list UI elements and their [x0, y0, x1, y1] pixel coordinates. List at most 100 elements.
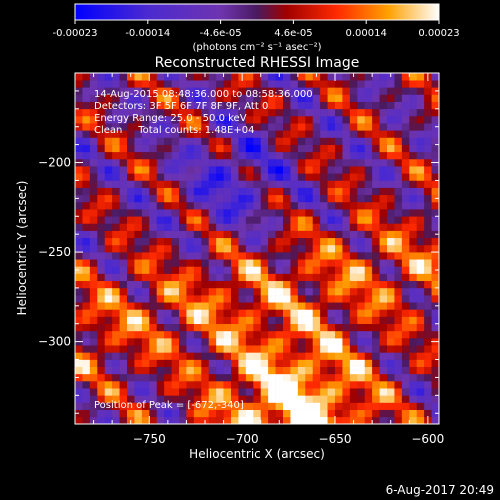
- heatmap-cell: [253, 123, 262, 131]
- heatmap-cell: [364, 115, 373, 124]
- heatmap-cell: [260, 144, 269, 153]
- heatmap-cell: [260, 373, 269, 382]
- heatmap-cell: [312, 295, 321, 303]
- heatmap-cell: [305, 130, 314, 138]
- heatmap-cell: [171, 223, 180, 231]
- heatmap-cell: [156, 402, 165, 410]
- heatmap-cell: [379, 373, 388, 382]
- heatmap-cell: [275, 201, 284, 210]
- heatmap-cell: [379, 73, 388, 81]
- heatmap-cell: [335, 237, 343, 246]
- heatmap-cell: [431, 187, 439, 196]
- heatmap-cell: [327, 209, 336, 217]
- heatmap-cell: [193, 144, 202, 153]
- heatmap-cell: [283, 87, 291, 95]
- heatmap-cell: [156, 115, 165, 124]
- heatmap-cell: [193, 287, 202, 296]
- heatmap-cell: [283, 194, 291, 203]
- heatmap-cell: [357, 94, 366, 102]
- heatmap-cell: [119, 409, 128, 418]
- heatmap-cell: [201, 359, 210, 367]
- heatmap-cell: [156, 144, 165, 153]
- heatmap-cell: [320, 230, 328, 239]
- heatmap-cell: [82, 323, 91, 332]
- heatmap-cell: [297, 316, 306, 325]
- heatmap-cell: [335, 108, 343, 117]
- heatmap-cell: [297, 180, 306, 188]
- heatmap-cell: [335, 381, 343, 389]
- heatmap-cell: [112, 108, 120, 117]
- heatmap-cell: [357, 338, 366, 346]
- heatmap-cell: [141, 409, 150, 418]
- heatmap-cell: [134, 101, 143, 110]
- heatmap-cell: [290, 323, 299, 332]
- heatmap-cell: [312, 87, 321, 95]
- heatmap-cell: [179, 366, 187, 375]
- heatmap-cell: [416, 395, 425, 403]
- heatmap-cell: [253, 366, 262, 375]
- heatmap-cell: [342, 223, 351, 231]
- heatmap-cell: [82, 123, 91, 131]
- heatmap-cell: [112, 359, 120, 367]
- heatmap-cell: [401, 201, 410, 210]
- heatmap-cell: [305, 316, 314, 325]
- heatmap-cell: [149, 180, 158, 188]
- heatmap-cell: [231, 409, 239, 418]
- heatmap-cell: [193, 130, 202, 138]
- heatmap-cell: [89, 259, 98, 267]
- heatmap-cell: [141, 158, 150, 167]
- heatmap-cell: [127, 338, 135, 346]
- heatmap-cell: [104, 108, 113, 117]
- heatmap-cell: [260, 108, 269, 117]
- heatmap-cell: [305, 323, 314, 332]
- heatmap-cell: [104, 323, 113, 332]
- heatmap-cell: [112, 266, 120, 274]
- heatmap-cell: [75, 223, 83, 231]
- heatmap-cell: [208, 137, 217, 145]
- colorbar-gradient: [74, 3, 440, 21]
- heatmap-cell: [327, 373, 336, 382]
- heatmap-cell: [394, 402, 403, 410]
- heatmap-cell: [75, 388, 83, 396]
- heatmap-cell: [186, 381, 195, 389]
- heatmap-cell: [260, 259, 269, 267]
- heatmap-cell: [416, 87, 425, 95]
- heatmap-cell: [409, 252, 418, 260]
- heatmap-cell: [119, 87, 128, 95]
- heatmap-cell: [134, 409, 143, 418]
- heatmap-cell: [431, 137, 439, 145]
- heatmap-cell: [193, 237, 202, 246]
- heatmap-cell: [231, 359, 239, 367]
- heatmap-cell: [149, 295, 158, 303]
- heatmap-cell: [82, 230, 91, 239]
- heatmap-cell: [394, 101, 403, 110]
- heatmap-cell: [401, 330, 410, 339]
- heatmap-cell: [156, 373, 165, 382]
- heatmap-cell: [171, 94, 180, 102]
- heatmap-cell: [171, 137, 180, 145]
- heatmap-cell: [372, 273, 380, 282]
- heatmap-cell: [156, 166, 165, 174]
- heatmap-cell: [253, 209, 262, 217]
- heatmap-cell: [342, 295, 351, 303]
- heatmap-cell: [127, 244, 135, 253]
- heatmap-cell: [216, 316, 224, 325]
- heatmap-cell: [431, 316, 439, 325]
- heatmap-cell: [186, 151, 195, 160]
- heatmap-cell: [171, 237, 180, 246]
- heatmap-cell: [431, 402, 439, 410]
- heatmap-cell: [268, 144, 276, 153]
- heatmap-cell: [290, 151, 299, 160]
- heatmap-cell: [104, 87, 113, 95]
- heatmap-cell: [416, 416, 425, 424]
- heatmap-cell: [409, 366, 418, 375]
- heatmap-cell: [327, 158, 336, 167]
- heatmap-cell: [305, 373, 314, 382]
- heatmap-cell: [134, 266, 143, 274]
- heatmap-cell: [416, 352, 425, 360]
- heatmap-cell: [97, 395, 106, 403]
- heatmap-cell: [164, 201, 172, 210]
- colorbar-ticks: -0.00023 -0.00014 -4.6e-05 4.6e-05 0.00014 0.…: [53, 20, 460, 39]
- heatmap-cell: [141, 166, 150, 174]
- heatmap-cell: [186, 330, 195, 339]
